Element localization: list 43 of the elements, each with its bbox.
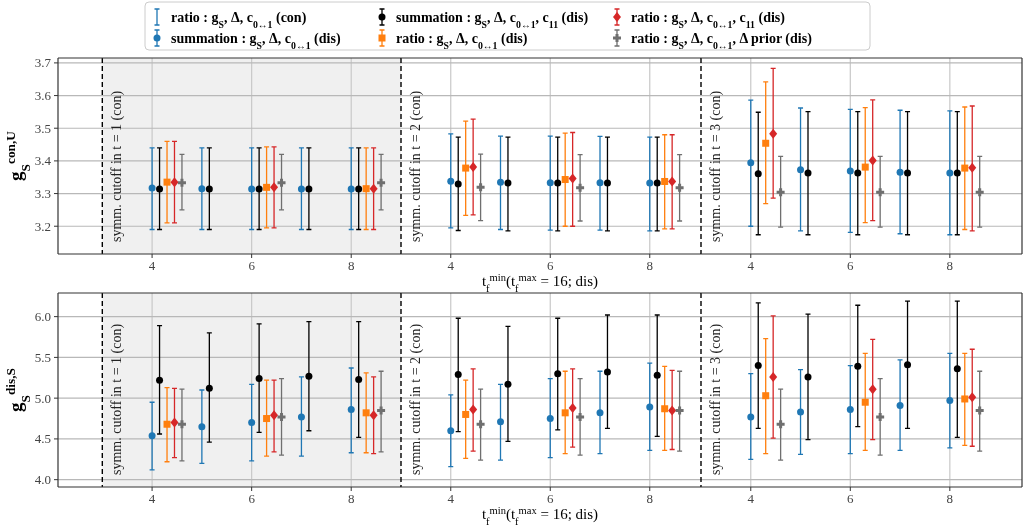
annotation: symm. cutoff in t = 3 (con) <box>708 323 724 475</box>
x-tick-label: 4 <box>747 258 755 273</box>
legend-label: ratio : g$_{S}$, Δ, c$_{0↔1}$, c$_{11}$ (dis) <box>631 10 786 30</box>
x-tick-label: 6 <box>547 491 554 506</box>
annotation: symm. cutoff in t = 2 (con) <box>408 323 424 475</box>
y-tick-label: 3.7 <box>34 55 52 71</box>
x-axis-title: t$_{f}$$^{min}$(t$_{f}$$^{max}$ = 16; dis) <box>481 271 599 294</box>
x-tick-label: 4 <box>447 258 455 273</box>
x-tick-label: 6 <box>248 258 256 273</box>
y-tick-label: 3.3 <box>34 186 51 202</box>
x-axis-title: t$_{f}$$^{min}$(t$_{f}$$^{max}$ = 16; dis) <box>481 504 599 525</box>
x-tick-label: 6 <box>547 258 554 273</box>
x-tick-label: 4 <box>447 491 455 506</box>
x-tick-label: 8 <box>646 258 654 273</box>
annotation: symm. cutoff in t = 3 (con) <box>708 90 724 242</box>
x-tick-label: 8 <box>347 258 355 273</box>
x-tick-label: 4 <box>148 258 156 273</box>
legend-label: ratio : g$_{S}$, Δ, c$_{0↔1}$ (dis) <box>396 31 528 51</box>
y-tick-label: 3.5 <box>34 120 51 136</box>
x-tick-label: 8 <box>646 491 654 506</box>
annotation: symm. cutoff in t = 1 (con) <box>109 90 126 242</box>
y-tick-label: 4.0 <box>34 472 51 488</box>
x-tick-label: 4 <box>148 491 156 506</box>
legend-label: summation : g$_{S}$, Δ, c$_{0↔1}$ (dis) <box>171 31 341 51</box>
annotation: symm. cutoff in t = 1 (con) <box>109 323 126 475</box>
legend-label: summation : g$_{S}$, Δ, c$_{0↔1}$, c$_{11}$ (dis) <box>396 10 589 30</box>
x-tick-label: 6 <box>847 491 855 506</box>
legend-label: ratio : g$_{S}$, Δ, c$_{0↔1}$ (con) <box>171 10 307 30</box>
x-tick-label: 6 <box>248 491 256 506</box>
y-tick-label: 5.0 <box>34 390 51 406</box>
x-tick-label: 4 <box>747 491 755 506</box>
x-tick-label: 8 <box>347 491 355 506</box>
y-tick-label: 6.0 <box>34 309 51 325</box>
y-tick-label: 3.2 <box>34 218 51 234</box>
y-tick-label: 3.4 <box>34 153 52 169</box>
y-tick-label: 3.6 <box>34 88 52 104</box>
y-tick-label: 4.5 <box>34 431 51 447</box>
x-tick-label: 8 <box>946 258 954 273</box>
legend-label: ratio : g$_{S}$, Δ, c$_{0↔1}$, Δ prior (dis) <box>631 31 813 51</box>
annotation: symm. cutoff in t = 2 (con) <box>408 90 424 242</box>
x-tick-label: 8 <box>946 491 954 506</box>
y-tick-label: 5.5 <box>34 349 51 365</box>
x-tick-label: 6 <box>847 258 855 273</box>
